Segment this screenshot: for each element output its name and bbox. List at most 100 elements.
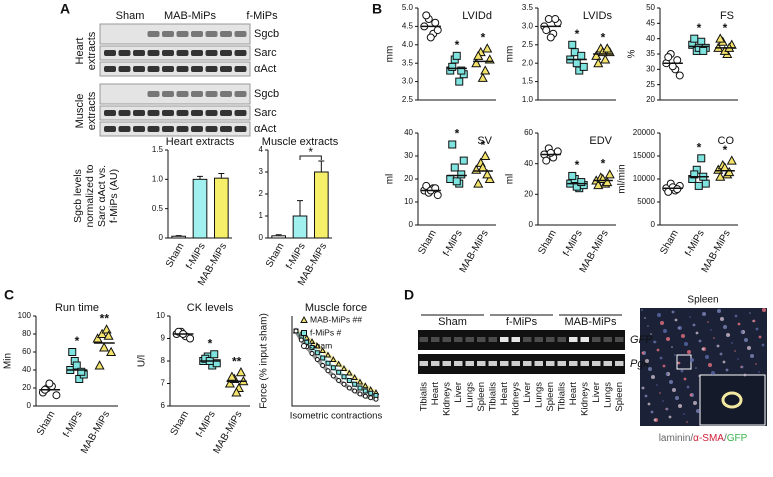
tissue-speck bbox=[650, 333, 652, 335]
blot-band bbox=[176, 91, 189, 97]
annotation: * bbox=[481, 138, 486, 152]
gel-band bbox=[592, 337, 601, 342]
dot bbox=[346, 369, 353, 376]
caption-part: α-SMA bbox=[693, 433, 724, 444]
dot bbox=[701, 179, 710, 188]
chart-title: CO bbox=[718, 135, 735, 147]
dot bbox=[309, 351, 315, 356]
lane-label: Heart bbox=[499, 382, 510, 406]
dot bbox=[340, 365, 348, 371]
x-label: Isometric contractions bbox=[290, 411, 383, 422]
dot bbox=[600, 54, 611, 64]
tissue-speck bbox=[650, 410, 654, 414]
tissue-speck bbox=[711, 371, 715, 375]
tissue-speck bbox=[671, 346, 673, 348]
tissue-speck bbox=[647, 402, 651, 406]
blot-strip bbox=[99, 45, 251, 61]
lane-label: Spleen bbox=[614, 382, 625, 412]
gel-band bbox=[534, 361, 543, 366]
blot-band bbox=[234, 110, 247, 116]
blot-band bbox=[147, 110, 160, 116]
dot bbox=[602, 43, 613, 53]
blot-column: Sham bbox=[116, 10, 145, 22]
dot bbox=[593, 179, 604, 190]
legend-label: MAB-MiPs ## bbox=[310, 314, 362, 324]
tissue-speck bbox=[663, 329, 667, 333]
y-tick-label: 30 bbox=[646, 64, 655, 73]
dot bbox=[452, 177, 461, 186]
y-label: ml/min bbox=[617, 164, 628, 193]
blot-group-label: Heart bbox=[74, 38, 86, 65]
bar bbox=[214, 177, 229, 239]
tissue-speck bbox=[743, 373, 747, 377]
annotation: * bbox=[575, 27, 580, 41]
tissue-speck bbox=[675, 396, 679, 400]
dot bbox=[551, 15, 560, 24]
dot bbox=[320, 355, 326, 361]
y-tick-label: 45 bbox=[646, 18, 655, 27]
tissue-speck bbox=[687, 350, 691, 354]
tissue-speck bbox=[689, 393, 693, 397]
dot bbox=[577, 178, 586, 187]
y-label: ml bbox=[385, 174, 396, 185]
y-tick-label: 20 bbox=[404, 174, 413, 183]
y-tick-label: 0.5 bbox=[152, 204, 164, 213]
blot-band bbox=[191, 66, 203, 72]
tissue-speck bbox=[761, 343, 765, 347]
blot-band bbox=[205, 91, 218, 97]
tissue-speck bbox=[695, 331, 699, 335]
error-bar bbox=[197, 175, 203, 180]
y-tick-label: 0 bbox=[529, 220, 534, 229]
dot bbox=[357, 385, 363, 391]
blot-band bbox=[147, 66, 160, 72]
tissue-speck bbox=[665, 408, 667, 410]
gel-band bbox=[488, 337, 497, 342]
blot-band bbox=[205, 50, 218, 56]
blot-band bbox=[147, 126, 160, 132]
tissue-speck bbox=[681, 334, 685, 338]
y-tick-label: 1 bbox=[259, 211, 264, 220]
tissue-speck bbox=[662, 364, 666, 368]
lane-label: Tibialis bbox=[487, 382, 498, 411]
tissue-speck bbox=[740, 330, 744, 334]
chart-title: SV bbox=[477, 135, 492, 147]
blot-band bbox=[220, 126, 232, 132]
dot bbox=[459, 156, 468, 165]
blot-strip bbox=[99, 23, 251, 45]
blot-band bbox=[133, 126, 145, 132]
tissue-speck bbox=[720, 317, 724, 321]
tissue-speck bbox=[701, 347, 705, 351]
blot-band bbox=[162, 50, 174, 56]
dot bbox=[697, 154, 706, 163]
tissue-speck bbox=[689, 316, 691, 318]
tissue-speck bbox=[656, 348, 660, 352]
tissue-speck bbox=[702, 312, 706, 316]
dot bbox=[352, 381, 358, 387]
dot bbox=[336, 378, 342, 383]
gel-band bbox=[523, 361, 532, 366]
dot bbox=[235, 367, 246, 377]
gel-band bbox=[580, 337, 589, 342]
tissue-speck bbox=[750, 354, 754, 358]
panel-letter: A bbox=[60, 1, 70, 17]
blot-band bbox=[118, 126, 131, 132]
tissue-speck bbox=[653, 418, 657, 422]
y-tick-label: 4 bbox=[259, 145, 264, 154]
annotation: * bbox=[455, 127, 460, 141]
x-tick-label: f-MiPs bbox=[441, 228, 465, 258]
error-bar bbox=[175, 235, 182, 237]
blot-band bbox=[220, 31, 232, 37]
gel-band bbox=[488, 361, 497, 366]
legend-label: Sham bbox=[310, 340, 332, 350]
tissue-speck bbox=[657, 313, 661, 317]
blot-band bbox=[133, 110, 145, 116]
blot-band bbox=[234, 66, 247, 72]
gel-group: Sham bbox=[438, 316, 467, 328]
dot bbox=[325, 360, 331, 366]
y-tick-label: 0 bbox=[409, 220, 414, 229]
dot bbox=[330, 356, 337, 362]
dot bbox=[336, 369, 342, 375]
lane-label: Spleen bbox=[476, 382, 487, 412]
tissue-speck bbox=[696, 409, 700, 413]
dot bbox=[224, 378, 235, 388]
